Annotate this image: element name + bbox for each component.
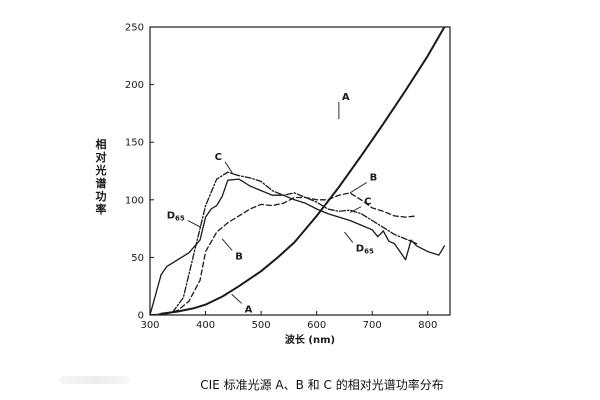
curve-label-a: A xyxy=(342,92,350,103)
series-d65-line xyxy=(150,178,446,315)
curve-labels-layer: A B C C B A D65 D65 xyxy=(167,92,378,316)
y-axis-label-char: 相 xyxy=(96,137,107,151)
curve-label-d65: D65 xyxy=(356,243,374,255)
series-b-line xyxy=(150,192,418,315)
y-tick-label: 0 xyxy=(138,311,144,322)
curve-label-b: B xyxy=(235,251,243,262)
curve-label-leader xyxy=(344,231,354,243)
curve-label-leader xyxy=(187,220,202,228)
ticks-layer: 300 400 500 600 700 800 0 50 100 150 200 250 xyxy=(125,23,437,332)
curve-label-leader xyxy=(349,206,362,213)
curve-label-d65: D65 xyxy=(167,211,185,223)
axes-layer xyxy=(149,26,451,316)
y-axis-label: 相对光谱功率 xyxy=(95,137,107,216)
curve-label-b: B xyxy=(370,173,378,184)
x-tick-label: 700 xyxy=(363,320,382,331)
y-tick-label: 50 xyxy=(131,253,144,264)
y-axis-label-char: 谱 xyxy=(96,176,107,190)
y-tick-label: 250 xyxy=(125,23,144,34)
y-axis-label-char: 率 xyxy=(96,202,107,216)
scan-smudge xyxy=(60,376,130,384)
curves-layer xyxy=(150,27,446,315)
x-tick-label: 300 xyxy=(140,320,159,331)
curve-label-leader xyxy=(349,182,367,194)
y-axis-label-char: 对 xyxy=(96,150,107,164)
series-a-line xyxy=(160,27,446,315)
y-axis-label-char: 功 xyxy=(96,189,107,203)
y-axis-label-char: 光 xyxy=(95,163,107,177)
curve-label-leader xyxy=(224,161,234,175)
curve-label-c: C xyxy=(215,152,222,163)
curve-label-leader xyxy=(231,293,242,304)
figure-caption: CIE 标准光源 A、B 和 C 的相对光谱功率分布 xyxy=(200,377,443,392)
y-tick-label: 150 xyxy=(125,138,144,149)
curve-label-c: C xyxy=(364,197,371,208)
x-axis-label: 波长 (nm) xyxy=(285,333,335,346)
x-tick-label: 500 xyxy=(252,320,271,331)
curve-label-leader xyxy=(221,238,233,251)
x-tick-label: 400 xyxy=(196,320,215,331)
y-tick-label: 200 xyxy=(125,80,144,91)
plot-frame xyxy=(149,26,451,316)
y-tick-label: 100 xyxy=(125,195,144,206)
x-tick-label: 800 xyxy=(418,320,437,331)
series-c-line xyxy=(150,171,418,315)
curve-label-a: A xyxy=(245,304,253,315)
x-tick-label: 600 xyxy=(307,320,326,331)
